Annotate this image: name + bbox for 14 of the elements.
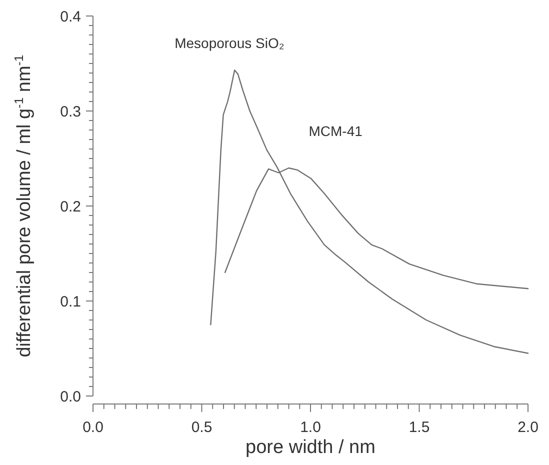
x-axis-title: pore width / nm <box>246 437 376 458</box>
y-tick-label: 0.0 <box>60 388 81 406</box>
x-tick-label: 1.0 <box>300 419 321 436</box>
text: MCM-41 <box>308 123 363 139</box>
y-tick-label: 0.2 <box>60 198 81 216</box>
x-tick-label: 2.0 <box>518 419 538 436</box>
x-tick-label: 0.5 <box>191 419 212 436</box>
y-tick-label: 0.1 <box>60 293 81 310</box>
x-tick-label: 1.5 <box>408 419 430 436</box>
y-tick-label: 0.3 <box>60 103 81 120</box>
x-tick-label: 0.0 <box>82 419 104 436</box>
line-series <box>210 70 529 354</box>
series-label: Mesoporous SiO₂ <box>174 35 284 52</box>
y-tick-label: 0.4 <box>60 8 81 26</box>
